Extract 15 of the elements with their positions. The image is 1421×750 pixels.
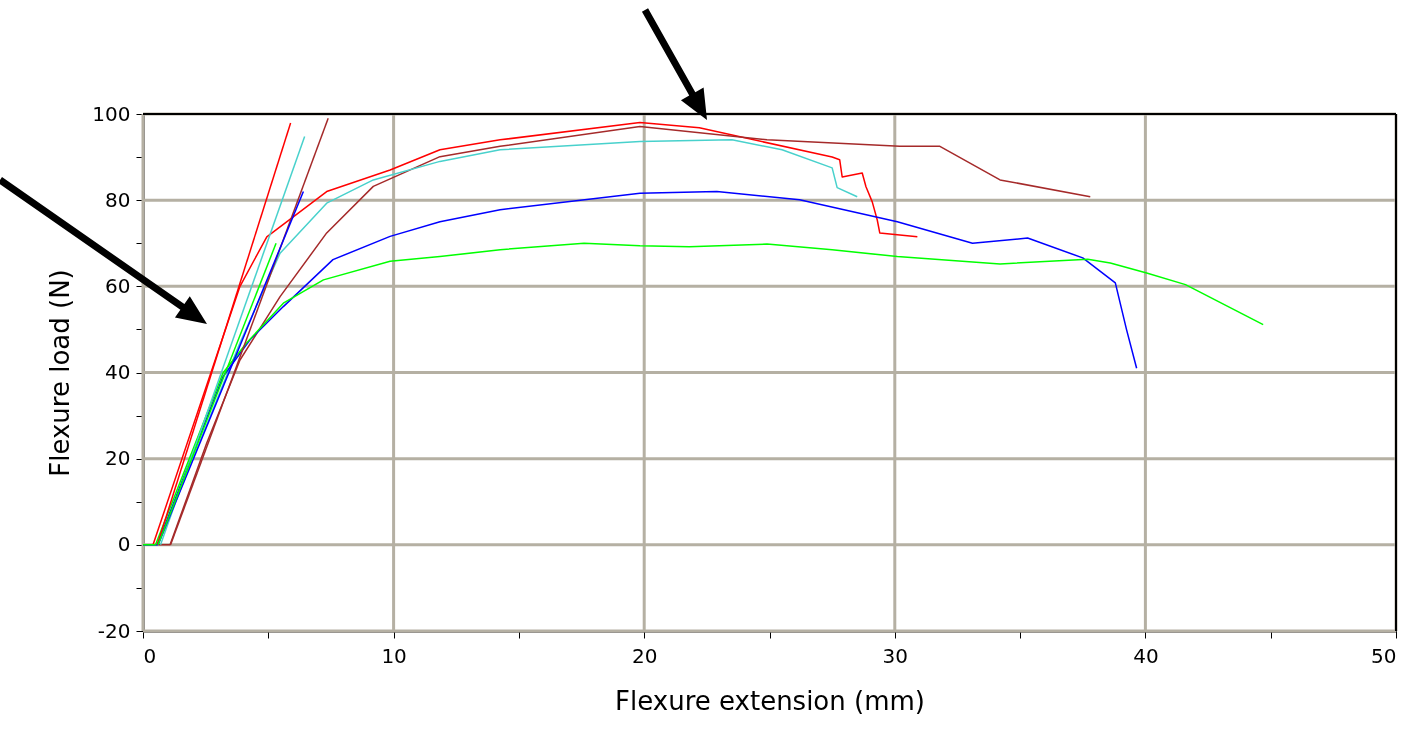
x-tick-label: 20 <box>631 643 658 668</box>
y-tick-label: 80 <box>105 187 131 212</box>
x-tick-label: 30 <box>882 643 909 668</box>
x-tick-label: 10 <box>381 643 407 668</box>
x-tick-label: 40 <box>1133 643 1159 668</box>
y-tick-label: -20 <box>97 618 131 643</box>
y-tick-label: 100 <box>92 101 131 126</box>
x-tick-label: 0 <box>143 643 157 668</box>
y-tick-label: 40 <box>105 360 131 384</box>
y-tick-label: 60 <box>105 273 131 298</box>
y-tick-label: 0 <box>117 532 131 557</box>
y-tick-label: 20 <box>105 446 131 471</box>
y-axis-title: Flexure load (N) <box>45 269 76 477</box>
x-tick-label: 50 <box>1371 643 1397 668</box>
x-axis-title: Flexure extension (mm) <box>615 685 925 716</box>
